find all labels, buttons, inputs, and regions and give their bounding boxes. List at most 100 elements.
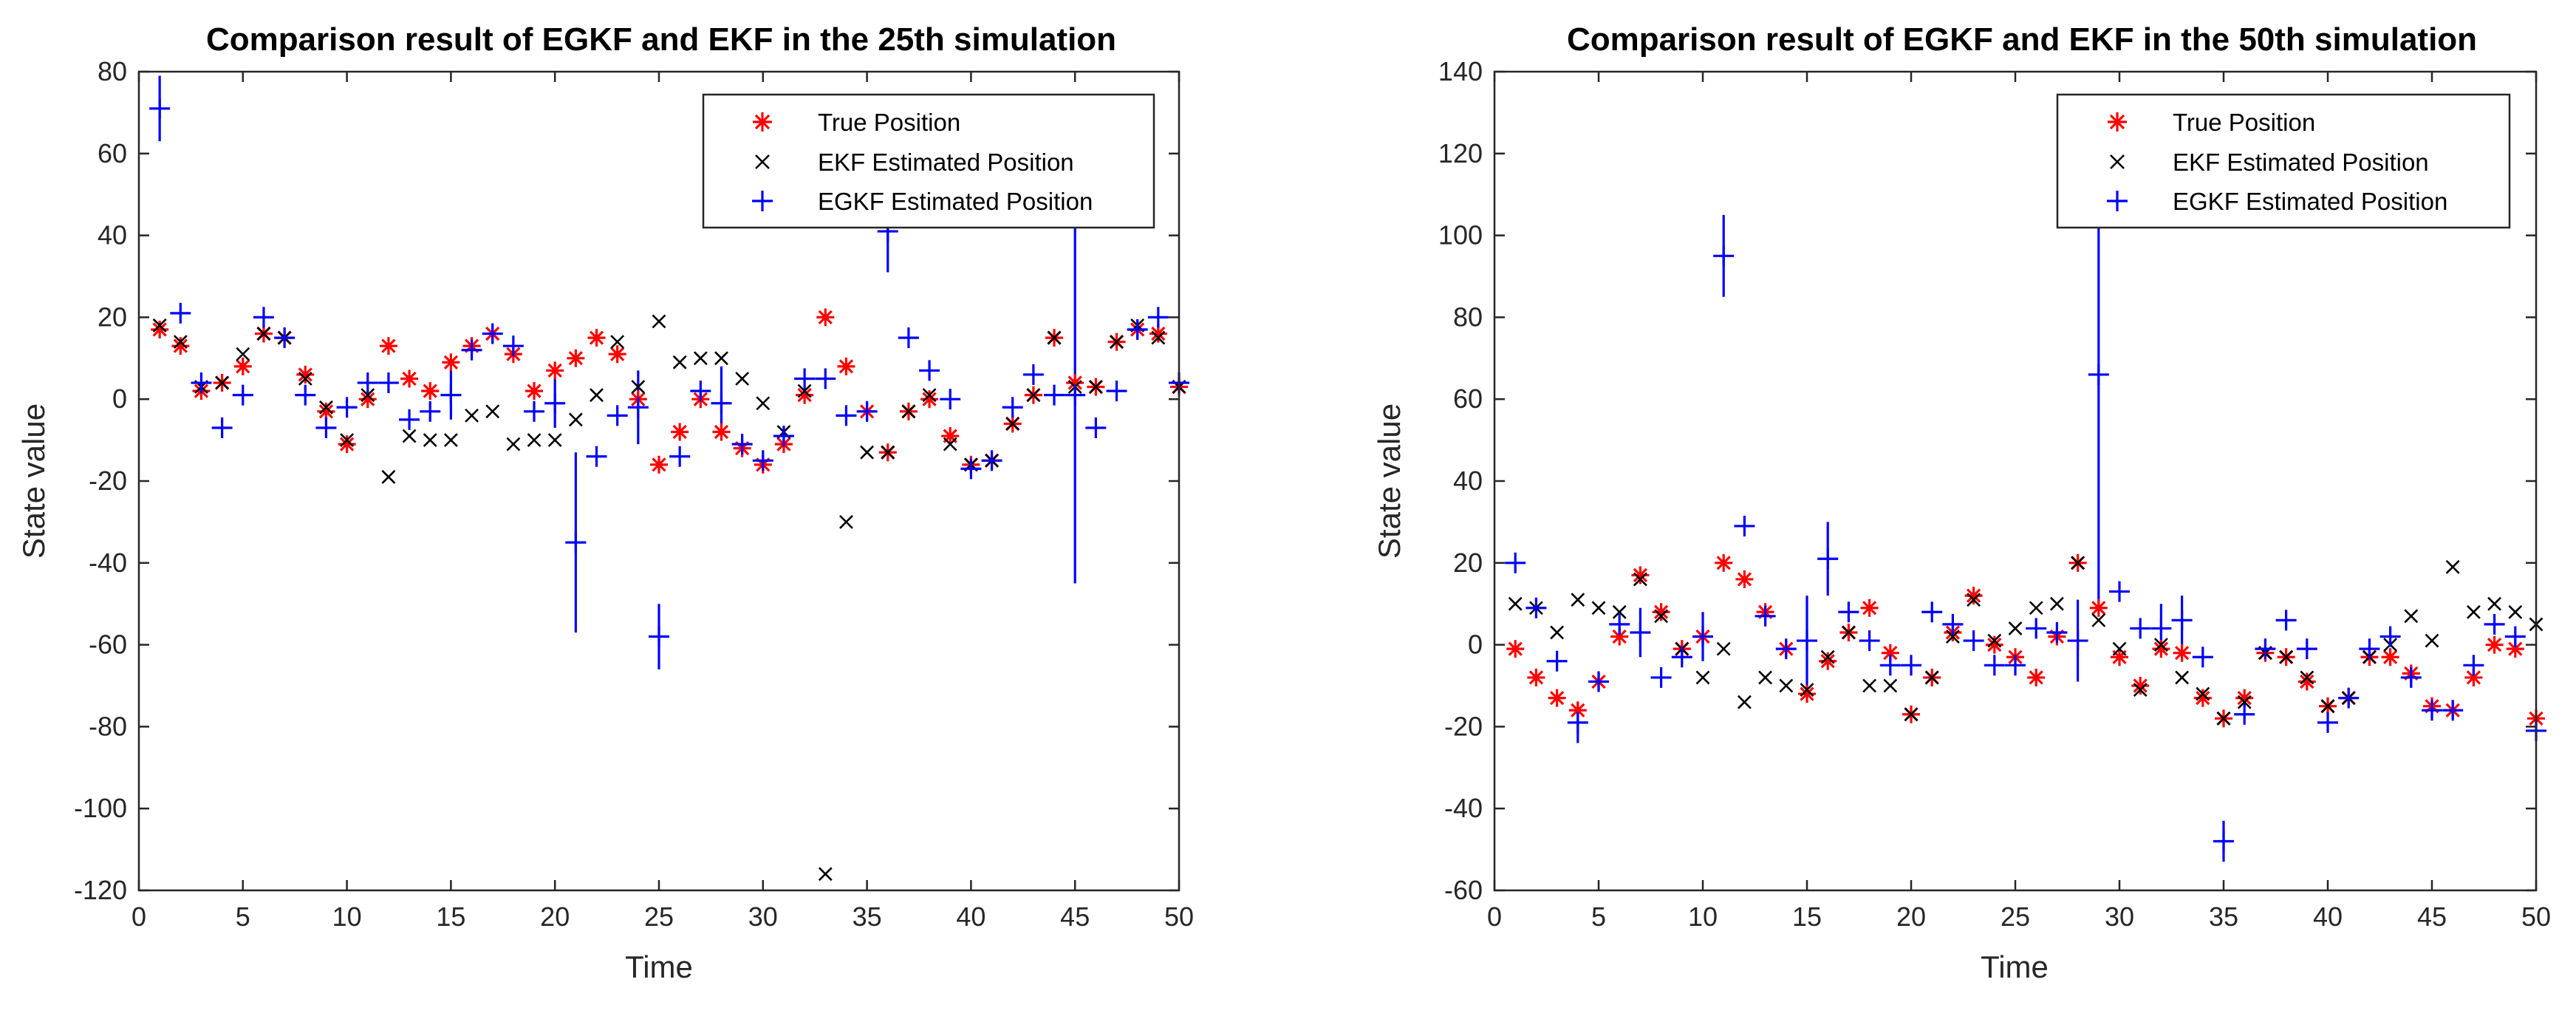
x-tick-label: 25 xyxy=(644,901,674,932)
egkf-estimated-point xyxy=(295,384,316,406)
y-tick-label: -60 xyxy=(1444,875,1483,905)
egkf-estimated-point xyxy=(815,368,836,389)
true-position-point xyxy=(671,423,689,441)
egkf-estimated-point xyxy=(544,392,566,414)
x-tick-label: 50 xyxy=(1164,901,1194,932)
ekf-estimated-point xyxy=(2196,686,2210,701)
egkf-estimated-point xyxy=(752,450,773,471)
x-tick-label: 25 xyxy=(2001,901,2030,932)
egkf-estimated-point xyxy=(856,400,878,422)
egkf-estimated-point xyxy=(2109,581,2130,602)
true-position-point xyxy=(317,402,335,420)
x-tick-label: 5 xyxy=(1591,901,1606,932)
true-position-point xyxy=(151,321,169,339)
x-tick-label: 15 xyxy=(1792,901,1822,932)
y-axis-label: State value xyxy=(16,403,51,559)
ekf-estimated-point xyxy=(527,433,541,448)
y-tick-label: 40 xyxy=(98,220,127,250)
egkf-estimated-point xyxy=(669,446,691,467)
true-position-point xyxy=(338,435,356,454)
egkf-estimated-point xyxy=(2422,700,2442,721)
ekf-estimated-point xyxy=(901,404,916,419)
ekf-estimated-point xyxy=(1633,572,1647,587)
x-tick-label: 40 xyxy=(2313,901,2343,932)
ekf-estimated-point xyxy=(1779,678,1794,693)
egkf-estimated-point xyxy=(2504,626,2526,647)
egkf-estimated-point xyxy=(1859,630,1880,652)
ekf-estimated-point xyxy=(1508,596,1523,611)
egkf-estimated-point xyxy=(773,426,794,447)
ekf-estimated-point xyxy=(1695,670,1710,685)
ekf-estimated-point xyxy=(2425,633,2439,648)
egkf-estimated-point xyxy=(191,372,212,394)
ekf-estimated-point xyxy=(2091,613,2106,627)
legend-marker-egkf xyxy=(752,191,773,211)
egkf-estimated-point xyxy=(2088,364,2109,385)
legend-label-true-position: True Position xyxy=(818,109,960,136)
y-tick-label: -20 xyxy=(89,466,127,496)
egkf-estimated-point xyxy=(1879,655,1901,676)
egkf-estimated-point xyxy=(690,381,711,402)
true-position-point xyxy=(1527,668,1545,686)
ekf-estimated-point xyxy=(1026,388,1041,403)
y-tick-label: 20 xyxy=(98,301,127,332)
egkf-estimated-point xyxy=(482,323,503,344)
ekf-estimated-point xyxy=(860,445,875,460)
ekf-estimated-point xyxy=(1883,678,1898,693)
egkf-estimated-point xyxy=(627,397,649,418)
ekf-estimated-point xyxy=(735,372,750,386)
true-position-point xyxy=(2235,689,2254,707)
ekf-estimated-point xyxy=(256,327,271,341)
ekf-estimated-point xyxy=(1904,707,1919,722)
ekf-estimated-point xyxy=(922,388,937,403)
ekf-estimated-point xyxy=(652,314,666,329)
egkf-estimated-point xyxy=(2296,638,2317,660)
true-position-point xyxy=(941,427,960,446)
egkf-estimated-point xyxy=(794,368,816,389)
egkf-estimated-point xyxy=(1022,364,1044,385)
true-position-point xyxy=(1964,587,1983,605)
egkf-estimated-point xyxy=(1901,655,1921,676)
legend-marker-true-position xyxy=(2108,112,2127,132)
ekf-estimated-point xyxy=(2466,604,2481,619)
egkf-estimated-point xyxy=(211,417,233,438)
ekf-estimated-point xyxy=(797,383,812,398)
egkf-estimated-point xyxy=(1942,613,1964,635)
egkf-estimated-point xyxy=(2234,703,2255,725)
egkf-estimated-point xyxy=(1002,397,1023,418)
true-position-point xyxy=(546,361,564,380)
egkf-estimated-point xyxy=(2192,647,2213,668)
ekf-estimated-point xyxy=(381,470,396,484)
egkf-estimated-point xyxy=(2005,655,2026,676)
egkf-estimated-point xyxy=(1713,245,1735,267)
egkf-estimated-point xyxy=(377,372,399,394)
egkf-estimated-point xyxy=(1106,381,1127,402)
true-position-point xyxy=(2193,689,2212,707)
true-position-point xyxy=(1652,603,1670,621)
y-axis-label: State value xyxy=(1372,403,1407,559)
egkf-estimated-point xyxy=(1692,626,1713,647)
true-position-point xyxy=(712,423,731,441)
ekf-estimated-point xyxy=(1841,625,1856,640)
egkf-estimated-point xyxy=(940,389,961,410)
egkf-estimated-point xyxy=(2130,618,2151,639)
ekf-estimated-point xyxy=(1987,633,2002,648)
ekf-estimated-point xyxy=(2216,711,2231,726)
y-tick-label: 0 xyxy=(1468,630,1483,660)
true-position-point xyxy=(358,390,377,409)
egkf-estimated-point xyxy=(1065,384,1086,406)
egkf-estimated-point xyxy=(1797,630,1817,652)
x-tick-label: 10 xyxy=(332,901,362,932)
true-position-point xyxy=(421,382,440,400)
ekf-estimated-point xyxy=(693,351,708,366)
ekf-estimated-point xyxy=(1151,330,1166,345)
egkf-estimated-point xyxy=(440,384,462,406)
true-position-point xyxy=(1819,652,1837,670)
true-position-point xyxy=(2297,672,2316,691)
egkf-estimated-point xyxy=(898,327,919,349)
egkf-estimated-point xyxy=(1963,630,1984,652)
ekf-estimated-point xyxy=(1800,683,1814,697)
egkf-estimated-point xyxy=(232,384,253,406)
egkf-estimated-point xyxy=(2275,610,2297,631)
egkf-estimated-point xyxy=(357,372,378,394)
